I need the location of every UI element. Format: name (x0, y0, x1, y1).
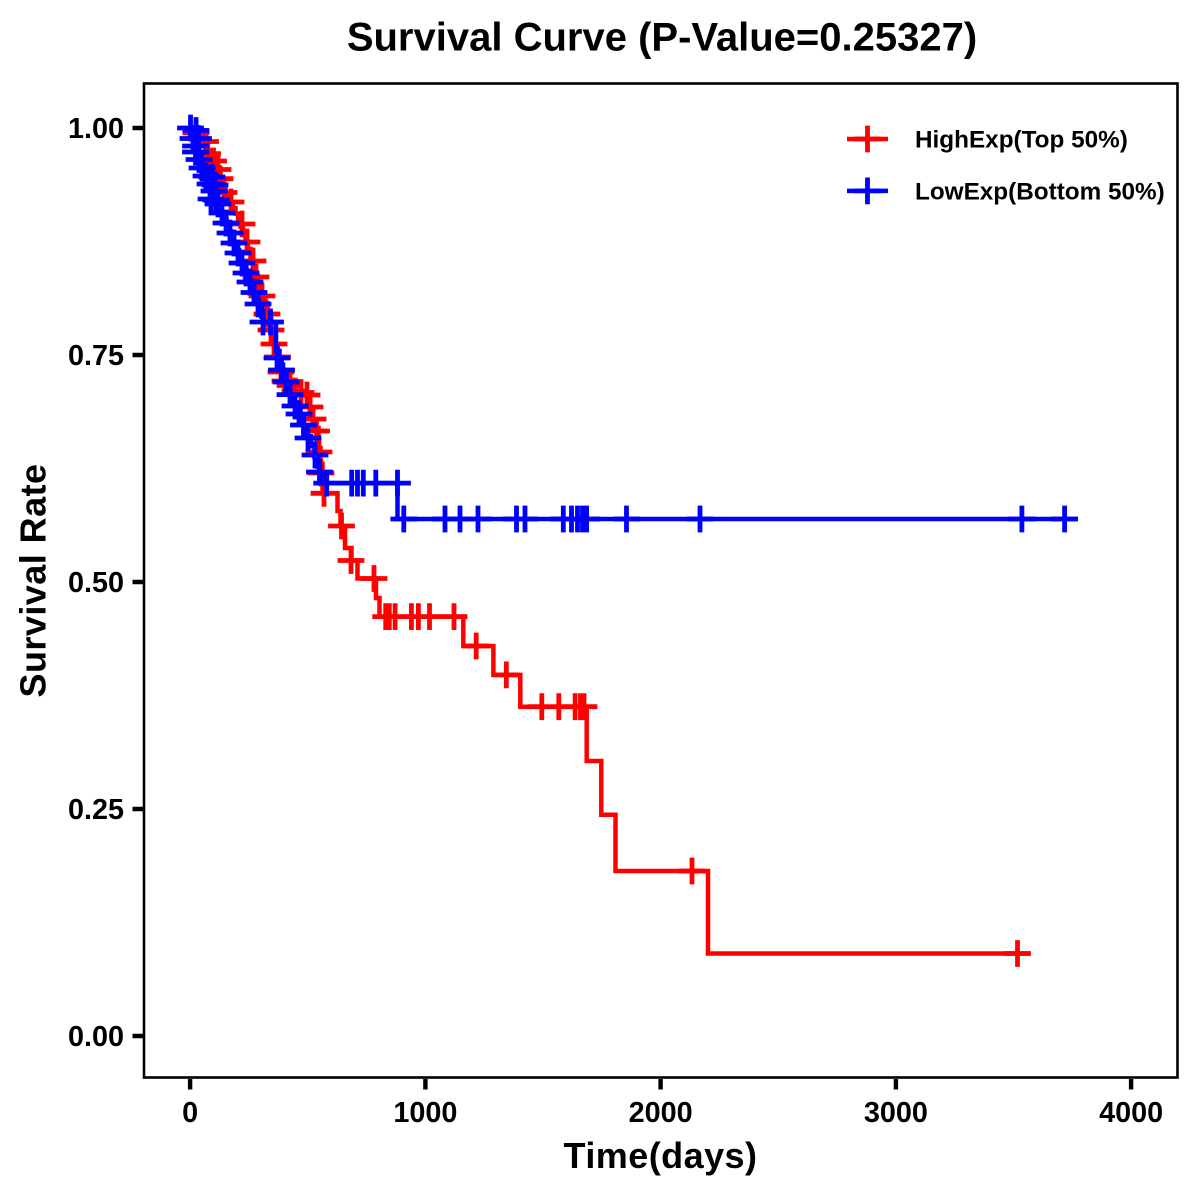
svg-text:0: 0 (182, 1097, 198, 1129)
svg-text:LowExp(Bottom 50%): LowExp(Bottom 50%) (915, 179, 1165, 206)
svg-text:0.75: 0.75 (68, 340, 124, 372)
svg-text:1000: 1000 (393, 1097, 457, 1129)
svg-text:3000: 3000 (864, 1097, 928, 1129)
svg-text:4000: 4000 (1099, 1097, 1163, 1129)
svg-text:0.50: 0.50 (68, 567, 124, 599)
svg-text:0.00: 0.00 (68, 1021, 124, 1053)
svg-text:0.25: 0.25 (68, 794, 124, 826)
svg-text:1.00: 1.00 (68, 113, 124, 145)
svg-text:Time(days): Time(days) (564, 1135, 758, 1176)
svg-text:Survival Curve (P-Value=0.2532: Survival Curve (P-Value=0.25327) (347, 16, 977, 60)
svg-text:HighExp(Top 50%): HighExp(Top 50%) (915, 127, 1128, 154)
svg-text:Survival Rate: Survival Rate (13, 464, 54, 698)
svg-text:2000: 2000 (629, 1097, 693, 1129)
